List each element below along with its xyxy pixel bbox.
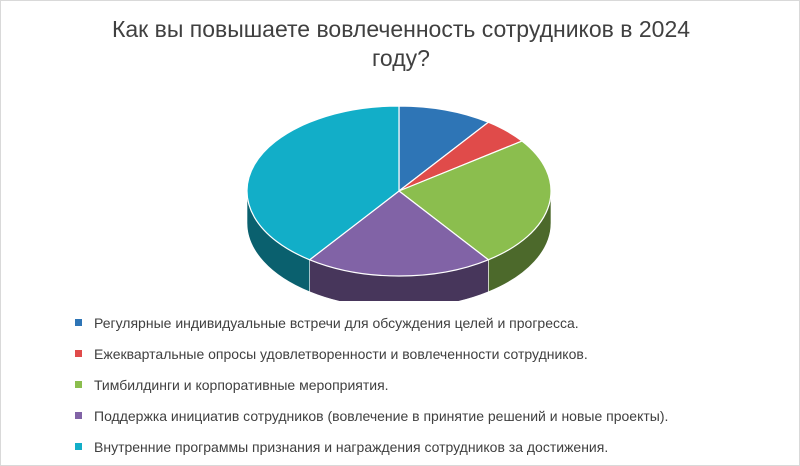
pie-slice-4 [246,105,400,261]
legend-label: Тимбилдинги и корпоративные мероприятия. [94,376,389,393]
pie-tops [246,105,552,277]
legend-item: Поддержка инициатив сотрудников (вовлече… [75,400,775,431]
pie-chart [246,105,552,301]
chart-title: Как вы повышаете вовлеченность сотрудник… [111,16,691,71]
legend-label: Внутренние программы признания и награжд… [94,438,609,455]
legend-item: Ежеквартальные опросы удовлетворенности … [75,338,775,369]
legend-swatch [75,443,82,450]
legend-swatch [75,381,82,388]
legend-swatch [75,350,82,357]
legend-label: Ежеквартальные опросы удовлетворенности … [94,345,588,362]
legend-item: Внутренние программы признания и награжд… [75,431,775,462]
legend-item: Тимбилдинги и корпоративные мероприятия. [75,369,775,400]
legend-item: Регулярные индивидуальные встречи для об… [75,307,775,338]
legend-swatch [75,319,82,326]
pie-slice-0 [398,105,490,193]
legend-label: Поддержка инициатив сотрудников (вовлече… [94,407,669,424]
pie-slice-2 [397,140,552,261]
legend-swatch [75,412,82,419]
pie-slice-3 [308,190,490,277]
legend-label: Регулярные индивидуальные встречи для об… [94,314,579,331]
chart-legend: Регулярные индивидуальные встречи для об… [75,307,775,462]
